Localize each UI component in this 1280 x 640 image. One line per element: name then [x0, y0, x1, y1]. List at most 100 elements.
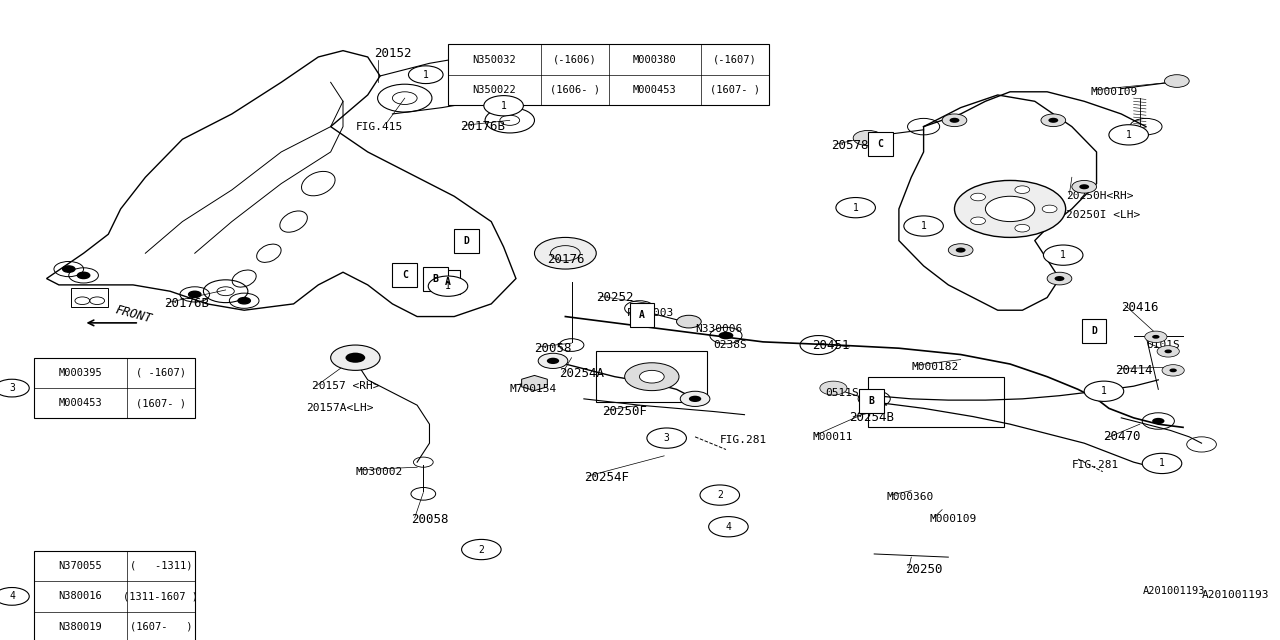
- Text: A201001193: A201001193: [1202, 590, 1268, 600]
- Circle shape: [1043, 245, 1083, 265]
- FancyBboxPatch shape: [435, 269, 461, 294]
- Text: 0511S: 0511S: [824, 388, 859, 397]
- Text: M000109: M000109: [929, 514, 977, 524]
- Text: M000360: M000360: [887, 492, 934, 502]
- Text: 1: 1: [852, 203, 859, 212]
- Circle shape: [640, 371, 664, 383]
- Circle shape: [1015, 186, 1029, 193]
- Text: A: A: [445, 276, 451, 287]
- Circle shape: [1144, 331, 1167, 342]
- Circle shape: [1042, 205, 1057, 212]
- Circle shape: [950, 118, 960, 123]
- Text: C: C: [877, 139, 883, 148]
- Circle shape: [1079, 184, 1089, 189]
- Circle shape: [1108, 125, 1148, 145]
- Circle shape: [1152, 335, 1160, 339]
- Text: N330006: N330006: [695, 324, 742, 334]
- Circle shape: [677, 316, 701, 328]
- Text: (-1606): (-1606): [553, 54, 596, 65]
- Circle shape: [1047, 272, 1071, 285]
- Circle shape: [1071, 180, 1097, 193]
- Circle shape: [1048, 118, 1059, 123]
- Text: B: B: [433, 273, 439, 284]
- Circle shape: [970, 217, 986, 225]
- Circle shape: [1162, 365, 1184, 376]
- FancyBboxPatch shape: [868, 132, 892, 156]
- Text: 2: 2: [479, 545, 484, 554]
- Text: M700154: M700154: [509, 385, 557, 394]
- Text: M000453: M000453: [59, 398, 102, 408]
- Text: 20176B: 20176B: [164, 298, 209, 310]
- Circle shape: [1165, 349, 1172, 353]
- Circle shape: [484, 95, 524, 116]
- Text: (1607-   ): (1607- ): [129, 622, 192, 632]
- Text: N370055: N370055: [59, 561, 102, 571]
- Text: 20470: 20470: [1103, 430, 1140, 444]
- Circle shape: [955, 180, 1066, 237]
- Text: FRONT: FRONT: [113, 304, 152, 326]
- Circle shape: [942, 114, 966, 127]
- FancyBboxPatch shape: [393, 264, 417, 287]
- Text: 20254B: 20254B: [850, 412, 895, 424]
- Text: 20451: 20451: [813, 339, 850, 351]
- Text: FIG.281: FIG.281: [1071, 460, 1119, 470]
- Circle shape: [188, 291, 201, 298]
- Circle shape: [709, 516, 749, 537]
- Bar: [596, 351, 708, 402]
- Text: (1607- ): (1607- ): [710, 85, 760, 95]
- Text: M030002: M030002: [356, 467, 403, 477]
- Bar: [35, 551, 195, 640]
- Circle shape: [1055, 276, 1065, 281]
- Text: 2: 2: [717, 490, 723, 500]
- Circle shape: [346, 353, 365, 363]
- Text: 1: 1: [1101, 387, 1107, 396]
- Circle shape: [547, 358, 559, 364]
- Text: 20058: 20058: [535, 342, 572, 355]
- Text: FIG.281: FIG.281: [719, 435, 767, 445]
- Circle shape: [718, 332, 733, 339]
- Circle shape: [689, 396, 701, 402]
- Text: 1: 1: [445, 281, 451, 291]
- Text: 1: 1: [1060, 250, 1066, 260]
- Text: M000395: M000395: [59, 368, 102, 378]
- Text: 20152: 20152: [374, 47, 411, 60]
- Text: 3: 3: [664, 433, 669, 443]
- Circle shape: [330, 345, 380, 371]
- Circle shape: [408, 66, 443, 84]
- Text: 1: 1: [422, 70, 429, 80]
- Text: 20414: 20414: [1115, 364, 1152, 377]
- Text: M000182: M000182: [911, 362, 959, 372]
- Text: 20578B: 20578B: [831, 139, 876, 152]
- Circle shape: [63, 266, 76, 272]
- Text: (1607- ): (1607- ): [136, 398, 186, 408]
- Text: 20250F: 20250F: [603, 405, 648, 418]
- FancyBboxPatch shape: [454, 228, 479, 253]
- Circle shape: [462, 540, 502, 559]
- FancyBboxPatch shape: [859, 388, 884, 413]
- Text: P120003: P120003: [627, 308, 675, 318]
- Text: FIG.415: FIG.415: [356, 122, 403, 132]
- Text: M00011: M00011: [813, 432, 852, 442]
- Text: (1606- ): (1606- ): [549, 85, 599, 95]
- Text: N350032: N350032: [472, 54, 516, 65]
- Bar: [35, 358, 195, 419]
- Circle shape: [970, 193, 986, 201]
- Text: 20252: 20252: [596, 291, 634, 304]
- Circle shape: [700, 485, 740, 505]
- Text: 20254F: 20254F: [584, 472, 628, 484]
- Text: 20176B: 20176B: [461, 120, 506, 133]
- Circle shape: [77, 272, 90, 278]
- Circle shape: [238, 298, 251, 304]
- Text: 20250: 20250: [905, 563, 942, 576]
- Text: ( -1607): ( -1607): [136, 368, 186, 378]
- Circle shape: [1170, 369, 1176, 372]
- Circle shape: [0, 380, 29, 397]
- Circle shape: [854, 131, 883, 146]
- Text: A201001193: A201001193: [1143, 586, 1206, 596]
- Circle shape: [1157, 346, 1179, 357]
- FancyBboxPatch shape: [1082, 319, 1106, 343]
- Bar: [448, 44, 769, 105]
- Circle shape: [948, 244, 973, 257]
- Text: N380016: N380016: [59, 591, 102, 602]
- FancyBboxPatch shape: [630, 303, 654, 327]
